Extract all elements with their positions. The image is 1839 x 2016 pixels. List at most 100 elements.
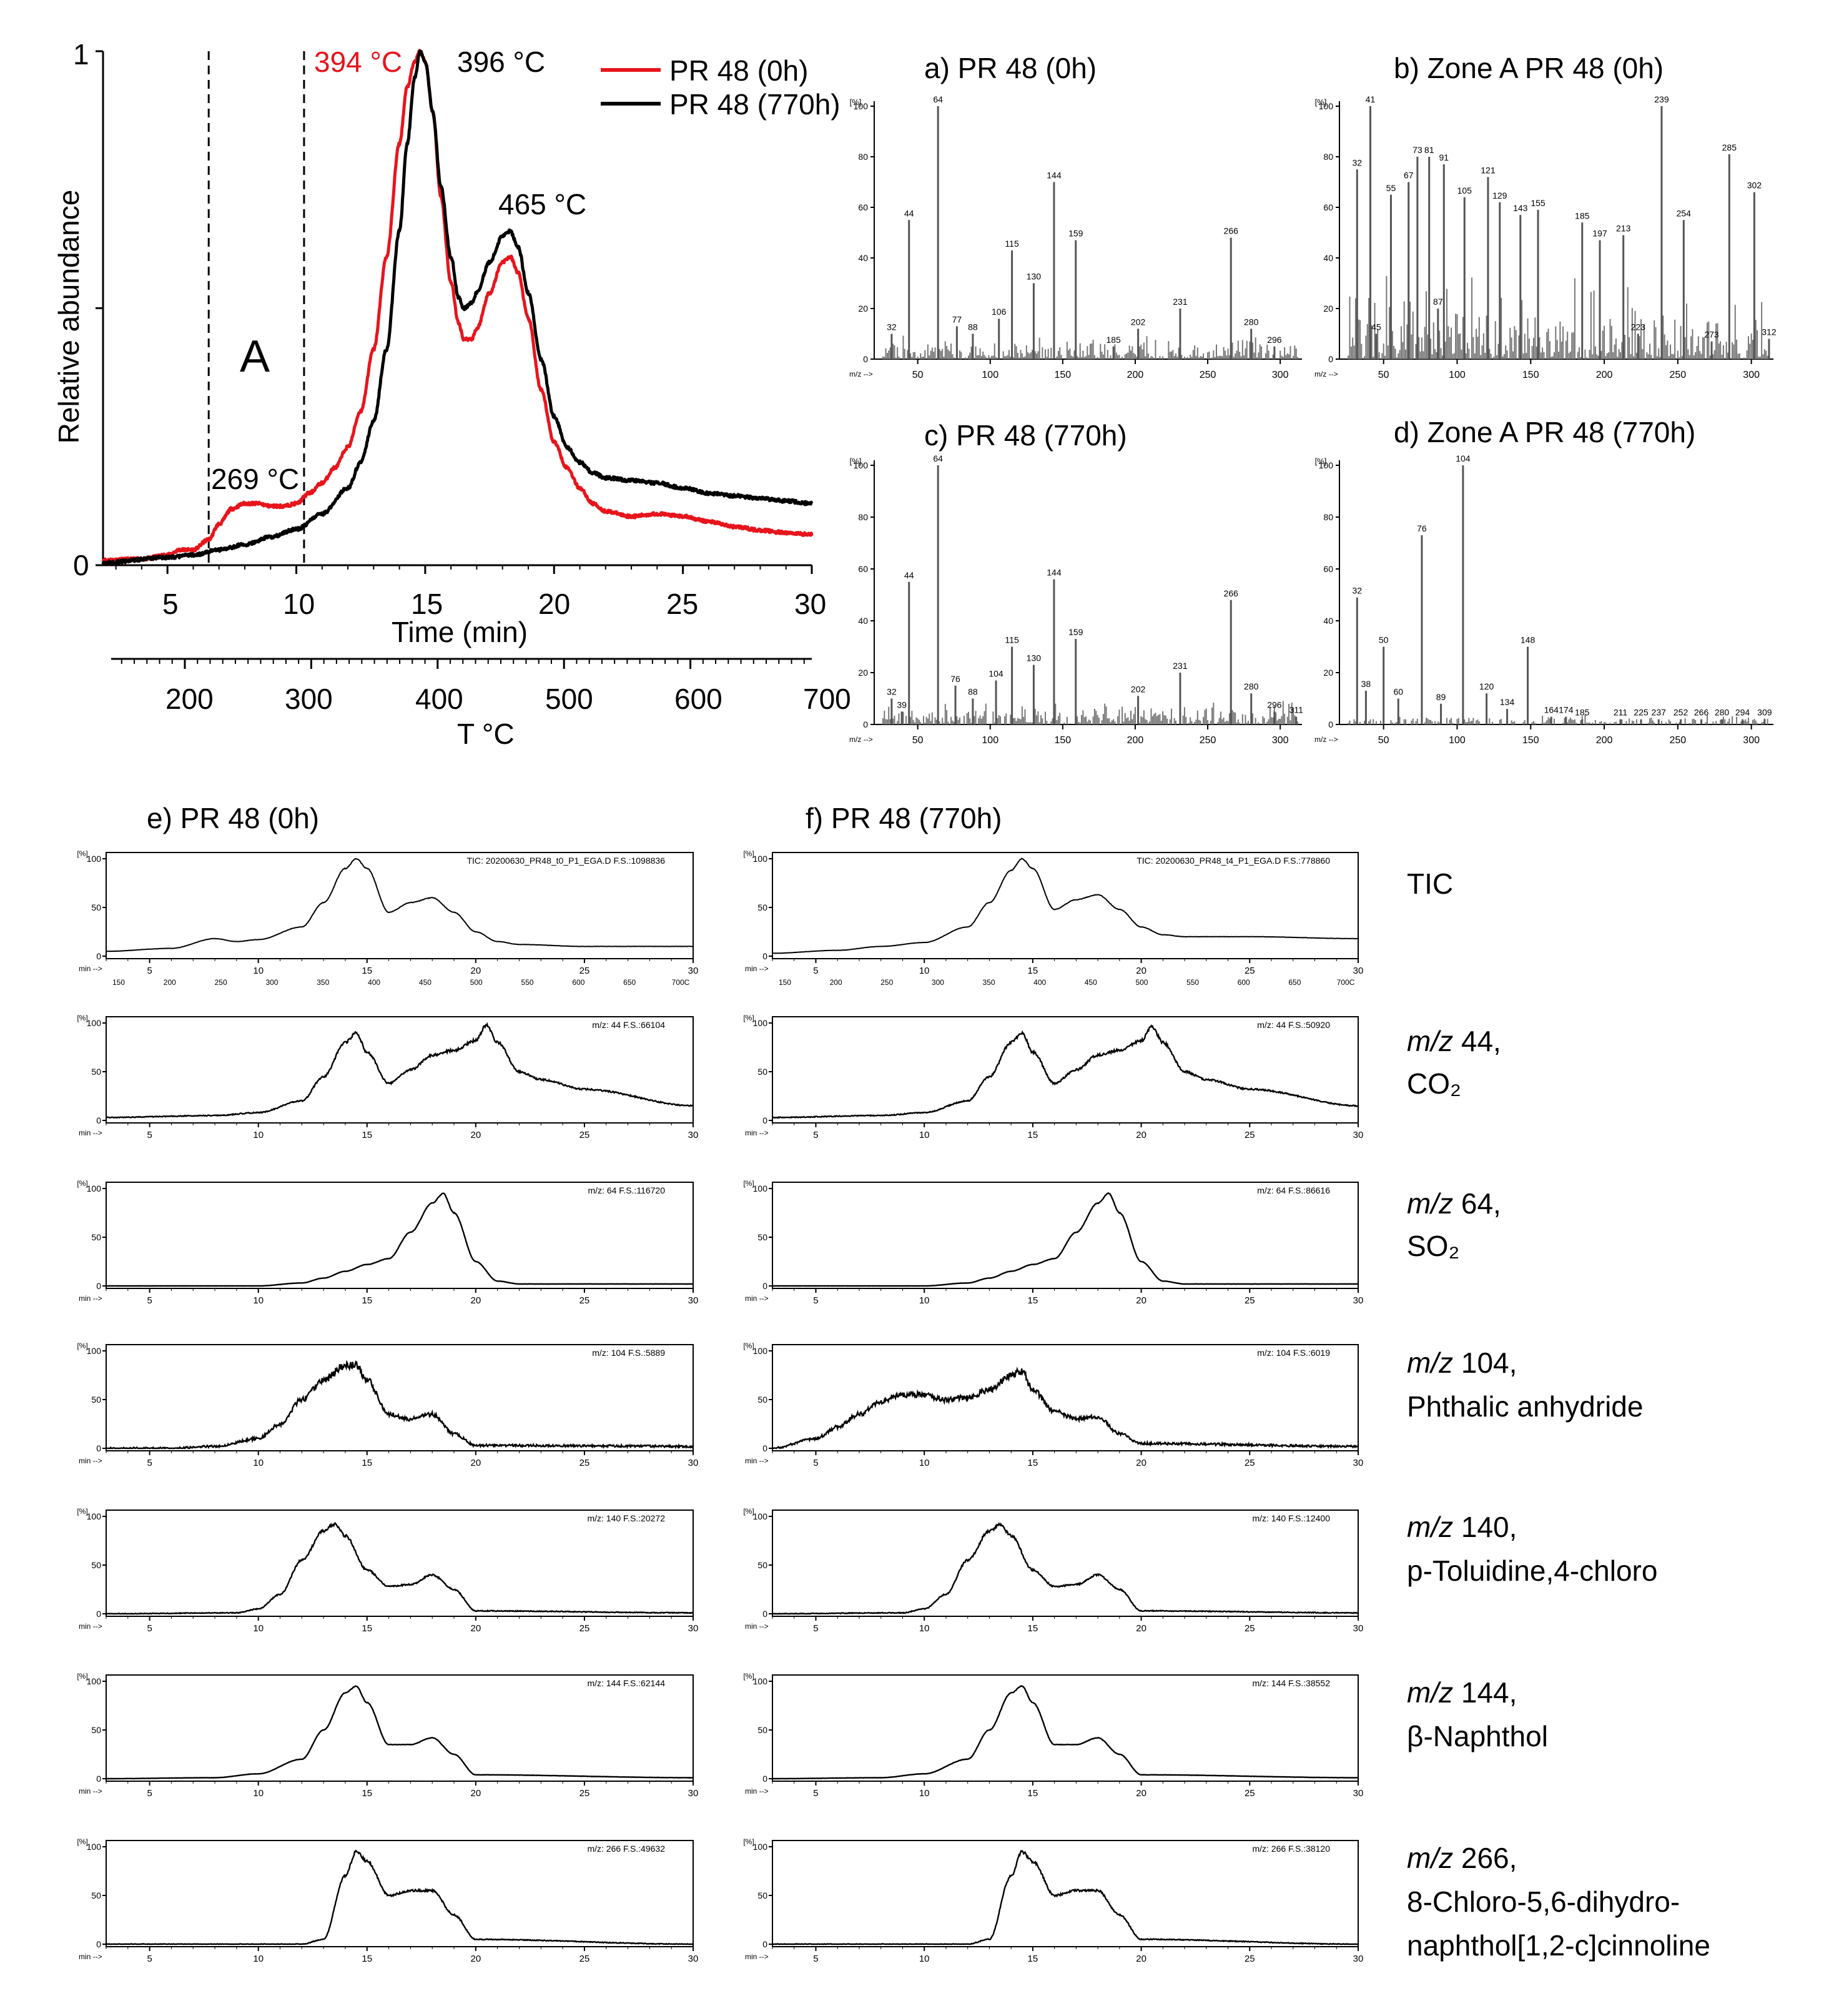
ion-x-tick-label: 10	[253, 1954, 264, 1964]
ion-y-tick-label: 50	[91, 1560, 101, 1570]
ion-panel-frame	[106, 1510, 694, 1617]
spectrum-peak-label: 64	[933, 453, 943, 463]
ion-panel-frame	[106, 1840, 694, 1947]
spectrum-x-tick-label: 50	[912, 735, 924, 746]
spectrum-peak-label: 115	[1005, 239, 1019, 249]
spectrum-peak-label: 309	[1757, 708, 1772, 718]
spectrum-x-tick-label: 300	[1272, 735, 1289, 746]
spectrum-peak-label: 129	[1492, 190, 1507, 200]
ion-x-tick-label: 5	[147, 1623, 152, 1634]
ion-panel-f-row3: 0 50 100[%] min --> 5 10 15 20 25 30 m/z: 104 F.S.…	[743, 1342, 1363, 1468]
row-label-144: m/z 144,	[1407, 1676, 1517, 1709]
ion-x-tick-label: 25	[1245, 1954, 1255, 1964]
tic-temp-tick-label: 150	[112, 978, 125, 987]
ion-y-tick-label: 0	[96, 1115, 101, 1125]
ion-trace-m-z-44-770h-	[772, 1024, 1358, 1119]
spectrum-peak-label: 280	[1244, 681, 1259, 691]
tic-temp-tick-label: 500	[1135, 978, 1148, 987]
spectrum-y-tick-label: 60	[1323, 202, 1333, 212]
ion-trace-m-z-64-0h-	[106, 1192, 693, 1287]
ion-x-tick-label: 10	[253, 966, 264, 976]
ion-x-tick-label: 5	[813, 1623, 818, 1634]
ion-y-tick-label: 50	[91, 1232, 101, 1242]
ion-x-tick-label: 5	[813, 1458, 818, 1468]
spectrum-y-tick-label: 100	[854, 101, 869, 111]
ion-x-tick-label: 10	[253, 1458, 264, 1468]
ion-x-tick-label: 10	[253, 1295, 264, 1306]
spectrum-x-prefix: m/z -->	[849, 735, 873, 744]
spectrum-y-tick-label: 100	[854, 460, 869, 470]
row-label-104: m/z 104,	[1407, 1346, 1517, 1379]
ion-y-tick-label: 0	[762, 951, 767, 961]
ion-y-unit: [%]	[77, 1672, 87, 1681]
ion-x-tick-label: 25	[579, 1295, 590, 1306]
spectrum-peak-label: 302	[1747, 180, 1762, 190]
ion-x-tick-label: 10	[919, 1130, 930, 1140]
spectrum-x-tick-label: 200	[1127, 370, 1144, 380]
ion-panel-frame	[106, 1674, 694, 1782]
spectrum-peak-label: 211	[1614, 708, 1628, 718]
ion-x-tick-label: 30	[1353, 1954, 1364, 1964]
ion-y-tick-label: 100	[87, 1018, 102, 1028]
ion-trace-tic-0h-	[106, 857, 693, 952]
ion-x-tick-label: 5	[813, 1130, 818, 1140]
spectrum-x-tick-label: 150	[1055, 370, 1072, 380]
ion-panel-f-row6: 0 50 100[%] min --> 5 10 15 20 25 30 m/z: 266 F.S.…	[743, 1837, 1363, 1964]
time-tick-15: 15	[411, 588, 443, 620]
ion-panel-header: m/z: 140 F.S.:20272	[587, 1513, 665, 1523]
spectrum-peak-label: 185	[1575, 708, 1590, 718]
ion-x-tick-label: 5	[813, 1295, 818, 1306]
ion-y-tick-label: 50	[757, 1890, 767, 1900]
row-compound-104: Phthalic anhydride	[1407, 1390, 1644, 1423]
second-peak-annotation: 465 °C	[498, 188, 587, 220]
tic-temp-tick-label: 650	[623, 978, 636, 987]
ion-x-tick-label: 30	[1353, 1130, 1364, 1140]
ion-panel-header: m/z: 144 F.S.:62144	[587, 1678, 665, 1688]
spectrum-peak-label: 77	[952, 314, 962, 324]
ion-y-tick-label: 50	[91, 902, 101, 912]
spectrum-y-tick-label: 20	[858, 304, 868, 314]
spectrum-y-tick-label: 80	[1323, 512, 1333, 522]
spectrum-x-tick-label: 100	[982, 370, 998, 380]
row-label-266: m/z 266,	[1407, 1842, 1517, 1874]
spectrum-y-unit: [%]	[850, 457, 862, 466]
ion-trace-m-z-266-770h-	[772, 1849, 1358, 1945]
ion-x-tick-label: 25	[1245, 966, 1255, 976]
ion-panel-header: m/z: 144 F.S.:38552	[1252, 1678, 1330, 1688]
ion-x-tick-label: 20	[471, 1130, 481, 1140]
ion-x-tick-label: 20	[471, 1623, 481, 1634]
tic-temp-tick-label: 350	[317, 978, 329, 987]
time-tick-30: 30	[794, 588, 827, 620]
spectrum-peak-label: 213	[1616, 224, 1631, 234]
ion-y-tick-label: 50	[757, 1232, 767, 1242]
spectrum-x-tick-label: 250	[1200, 735, 1216, 746]
ion-y-unit: [%]	[743, 1837, 754, 1846]
spectrum-peak-label: 67	[1404, 170, 1414, 180]
spectrum-y-tick-label: 0	[863, 354, 868, 364]
ion-panel-frame	[106, 1344, 694, 1451]
ion-x-tick-label: 20	[1136, 1623, 1146, 1634]
ion-y-unit: [%]	[77, 1507, 87, 1516]
ion-x-tick-label: 15	[362, 1954, 372, 1964]
ion-y-tick-label: 0	[96, 1281, 101, 1291]
ion-panel-frame	[106, 1182, 694, 1289]
row-label-64: m/z 64,	[1407, 1187, 1501, 1220]
ion-x-prefix: min -->	[79, 1294, 102, 1303]
ion-x-prefix: min -->	[79, 1622, 102, 1631]
ion-x-tick-label: 30	[688, 966, 699, 976]
ion-x-tick-label: 30	[688, 1954, 699, 1964]
spectrum-peak-label: 45	[1371, 322, 1381, 332]
ion-x-prefix: min -->	[79, 964, 102, 973]
temp-tick-500: 500	[545, 683, 593, 715]
spectrum-x-prefix: m/z -->	[1314, 370, 1338, 378]
spectrum-peak-label: 88	[968, 322, 978, 332]
spectrum-x-tick-label: 300	[1743, 370, 1760, 380]
ion-x-tick-label: 25	[1245, 1623, 1255, 1634]
ion-x-tick-label: 30	[688, 1623, 699, 1634]
ion-x-tick-label: 30	[688, 1788, 699, 1799]
ion-x-tick-label: 20	[1136, 1954, 1146, 1964]
ion-x-tick-label: 15	[1028, 1295, 1038, 1306]
